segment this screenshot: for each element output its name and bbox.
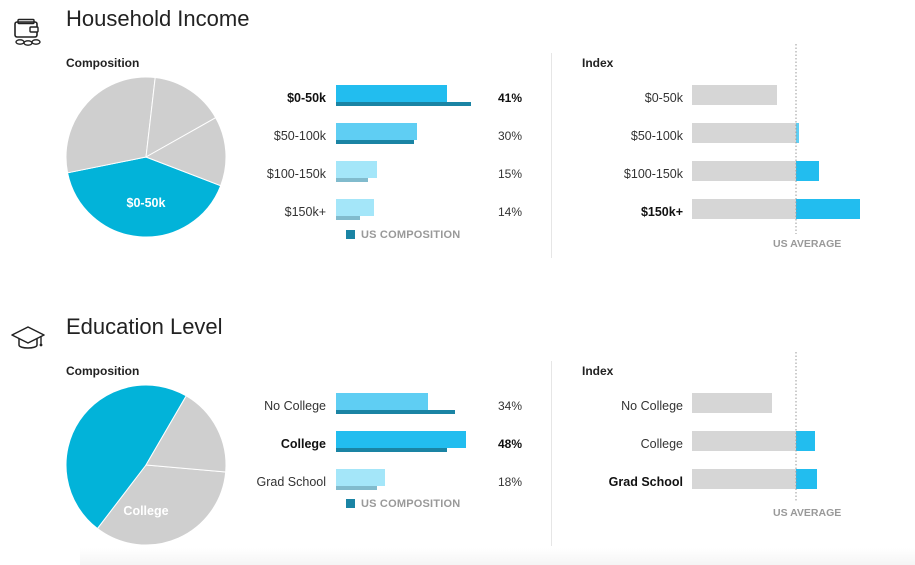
index-bar-above-average [796, 161, 819, 181]
pie-highlight-label: College [123, 504, 168, 518]
percentage-label: 30% [498, 129, 523, 143]
composition-label-income: Composition [66, 56, 140, 70]
index-bar-above-average [796, 469, 817, 489]
index-bar-above-average [796, 199, 860, 219]
index-label-education: Index [582, 364, 614, 378]
legend-swatch [346, 230, 355, 239]
percentage-label: 34% [498, 399, 523, 413]
index-category-label: Grad School [608, 475, 683, 489]
wallet-coins-icon [13, 18, 43, 48]
percentage-label: 18% [498, 475, 523, 489]
index-bar-base [692, 161, 796, 181]
pie-slice-no-college [96, 464, 227, 546]
legend-label: US COMPOSITION [361, 229, 461, 241]
section-title-education: Education Level [66, 314, 223, 339]
composition-bar [336, 469, 385, 486]
composition-bar [336, 393, 428, 410]
composition-bar [336, 161, 377, 178]
bottom-fade [80, 548, 915, 565]
index-bar-above-average [796, 123, 799, 143]
section-divider [551, 53, 552, 258]
composition-bar [336, 431, 466, 448]
index-category-label: No College [621, 399, 683, 413]
index-category-label: $100-150k [623, 167, 683, 181]
pie-chart-education: College [65, 384, 227, 546]
index-bar-base [692, 469, 796, 489]
index-category-label: $50-100k [630, 129, 683, 143]
section-divider [551, 361, 552, 546]
legend-swatch [346, 499, 355, 508]
us-composition-bar [336, 448, 447, 452]
us-composition-bar [336, 178, 368, 182]
composition-bar [336, 85, 447, 102]
pie-slice-0-50k [66, 156, 222, 238]
us-average-line-income [795, 44, 797, 234]
category-label: College [280, 437, 326, 451]
index-category-label: $0-50k [644, 91, 683, 105]
percentage-label: 41% [498, 91, 523, 105]
legend-us-composition-income: US COMPOSITION [346, 229, 460, 241]
index-bar-base [692, 199, 796, 219]
us-average-label-income: US AVERAGE [773, 238, 842, 250]
index-bar-base [692, 431, 796, 451]
composition-bar [336, 123, 417, 140]
us-composition-bar [336, 486, 377, 490]
index-bar-base [692, 393, 772, 413]
index-bar-above-average [796, 431, 815, 451]
category-label: $0-50k [287, 91, 326, 105]
pie-chart-income: $0-50k [65, 76, 227, 238]
composition-label-education: Composition [66, 364, 140, 378]
pie-slice-college [65, 384, 187, 530]
section-title-income: Household Income [66, 6, 250, 31]
us-composition-bar [336, 410, 455, 414]
percentage-label: 48% [498, 437, 523, 451]
pie-slice-50-100k [65, 76, 156, 174]
category-label: No College [264, 399, 326, 413]
us-average-line-education [795, 352, 797, 502]
index-category-label: College [640, 437, 683, 451]
percentage-label: 14% [498, 205, 523, 219]
graduation-cap-icon [11, 325, 45, 353]
percentage-label: 15% [498, 167, 523, 181]
us-composition-bar [336, 216, 360, 220]
index-bar-base [692, 123, 796, 143]
category-label: Grad School [256, 475, 326, 489]
legend-label: US COMPOSITION [361, 498, 461, 510]
category-label: $50-100k [273, 129, 326, 143]
pie-slice-150k [144, 117, 227, 187]
us-average-label-education: US AVERAGE [773, 507, 842, 519]
index-category-label: $150k+ [640, 205, 683, 219]
composition-bar [336, 199, 374, 216]
index-bar-base [692, 85, 777, 105]
us-composition-bar [336, 102, 471, 106]
category-label: $100-150k [266, 167, 326, 181]
pie-slice-grad-school [145, 395, 227, 473]
category-label: $150k+ [284, 205, 326, 219]
pie-slice-100-150k [145, 76, 217, 158]
us-composition-bar [336, 140, 414, 144]
legend-us-composition-education: US COMPOSITION [346, 498, 460, 510]
index-label-income: Index [582, 56, 614, 70]
pie-highlight-label: $0-50k [127, 196, 166, 210]
